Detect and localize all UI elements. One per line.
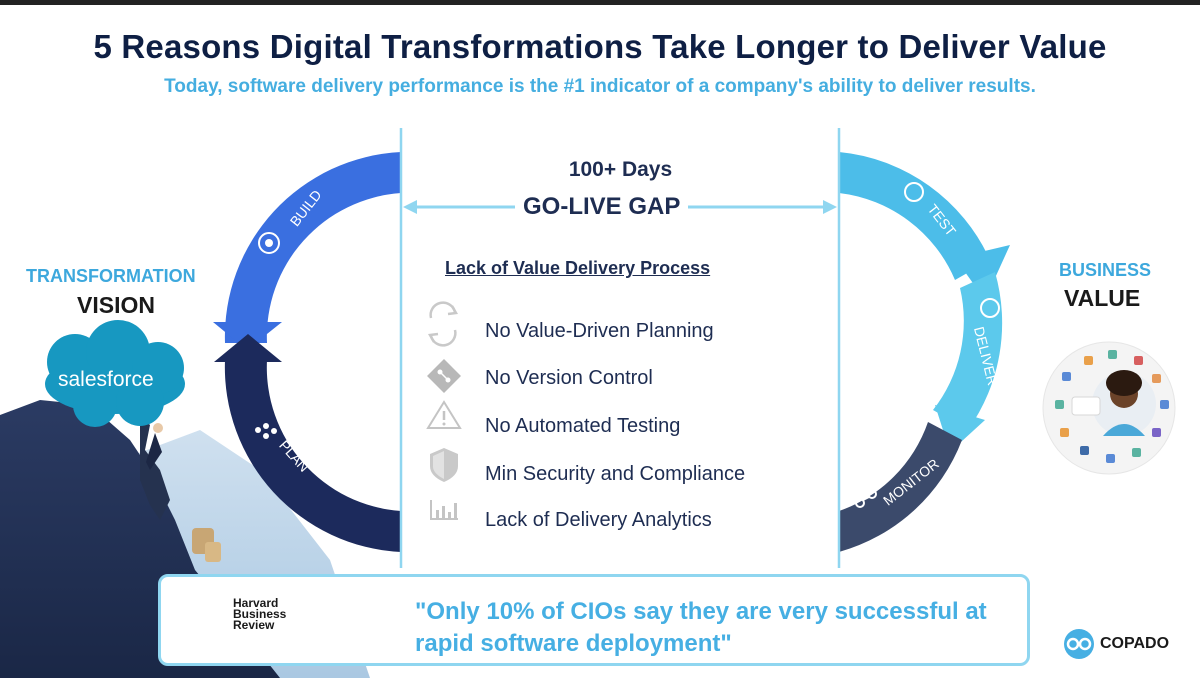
process-heading: Lack of Value Delivery Process [445, 258, 711, 278]
list-item: No Version Control [485, 367, 653, 389]
list-item: No Automated Testing [485, 415, 681, 437]
hbr-line-1: Harvard [233, 596, 279, 610]
salesforce-label: salesforce [58, 368, 154, 391]
quote-box [158, 574, 1030, 666]
transformation-label: TRANSFORMATION [26, 266, 196, 286]
copado-wordmark: COPADO [1100, 635, 1170, 652]
plan-icon [255, 423, 277, 439]
vision-label: VISION [77, 292, 155, 318]
plan-arc [224, 360, 401, 552]
quote-text: "Only 10% of CIOs say they are very succ… [415, 598, 987, 657]
test-arrow [955, 245, 1010, 300]
analytics-icon [430, 500, 458, 520]
list-item: Lack of Delivery Analytics [485, 509, 712, 531]
salesforce-logo [45, 320, 185, 427]
test-arc [839, 152, 990, 280]
list-item: Min Security and Compliance [485, 463, 746, 485]
git-icon [427, 359, 461, 393]
page-subtitle: Today, software delivery performance is … [164, 76, 1036, 97]
monitor-icon [855, 489, 877, 508]
gap-arrowhead-right [823, 200, 837, 214]
build-icon [258, 232, 280, 254]
refresh-icon [427, 301, 459, 347]
go-live-gap-label: GO-LIVE GAP [515, 193, 689, 221]
build-arc [224, 152, 401, 343]
business-avatar-graphic [1042, 341, 1176, 475]
test-icon [904, 182, 924, 202]
deliver-icon [980, 298, 1000, 318]
hbr-wordmark: Harvard Business Review [233, 596, 313, 632]
deliver-arc [933, 272, 1003, 430]
hbr-line-2: Business [233, 607, 287, 621]
business-label: BUSINESS [1059, 260, 1152, 280]
gap-days: 100+ Days [568, 158, 673, 181]
shield-icon [430, 448, 458, 482]
list-item: No Value-Driven Planning [485, 320, 714, 342]
top-border [0, 0, 1200, 5]
warning-icon [426, 400, 462, 429]
value-label: VALUE [1064, 285, 1141, 311]
copado-logo-icon [1064, 629, 1094, 659]
monitor-arc [839, 422, 962, 552]
gap-arrowhead-left [403, 200, 417, 214]
hbr-line-3: Review [233, 618, 275, 632]
plan-arrow [214, 334, 282, 362]
page-title: 5 Reasons Digital Transformations Take L… [93, 28, 1107, 65]
